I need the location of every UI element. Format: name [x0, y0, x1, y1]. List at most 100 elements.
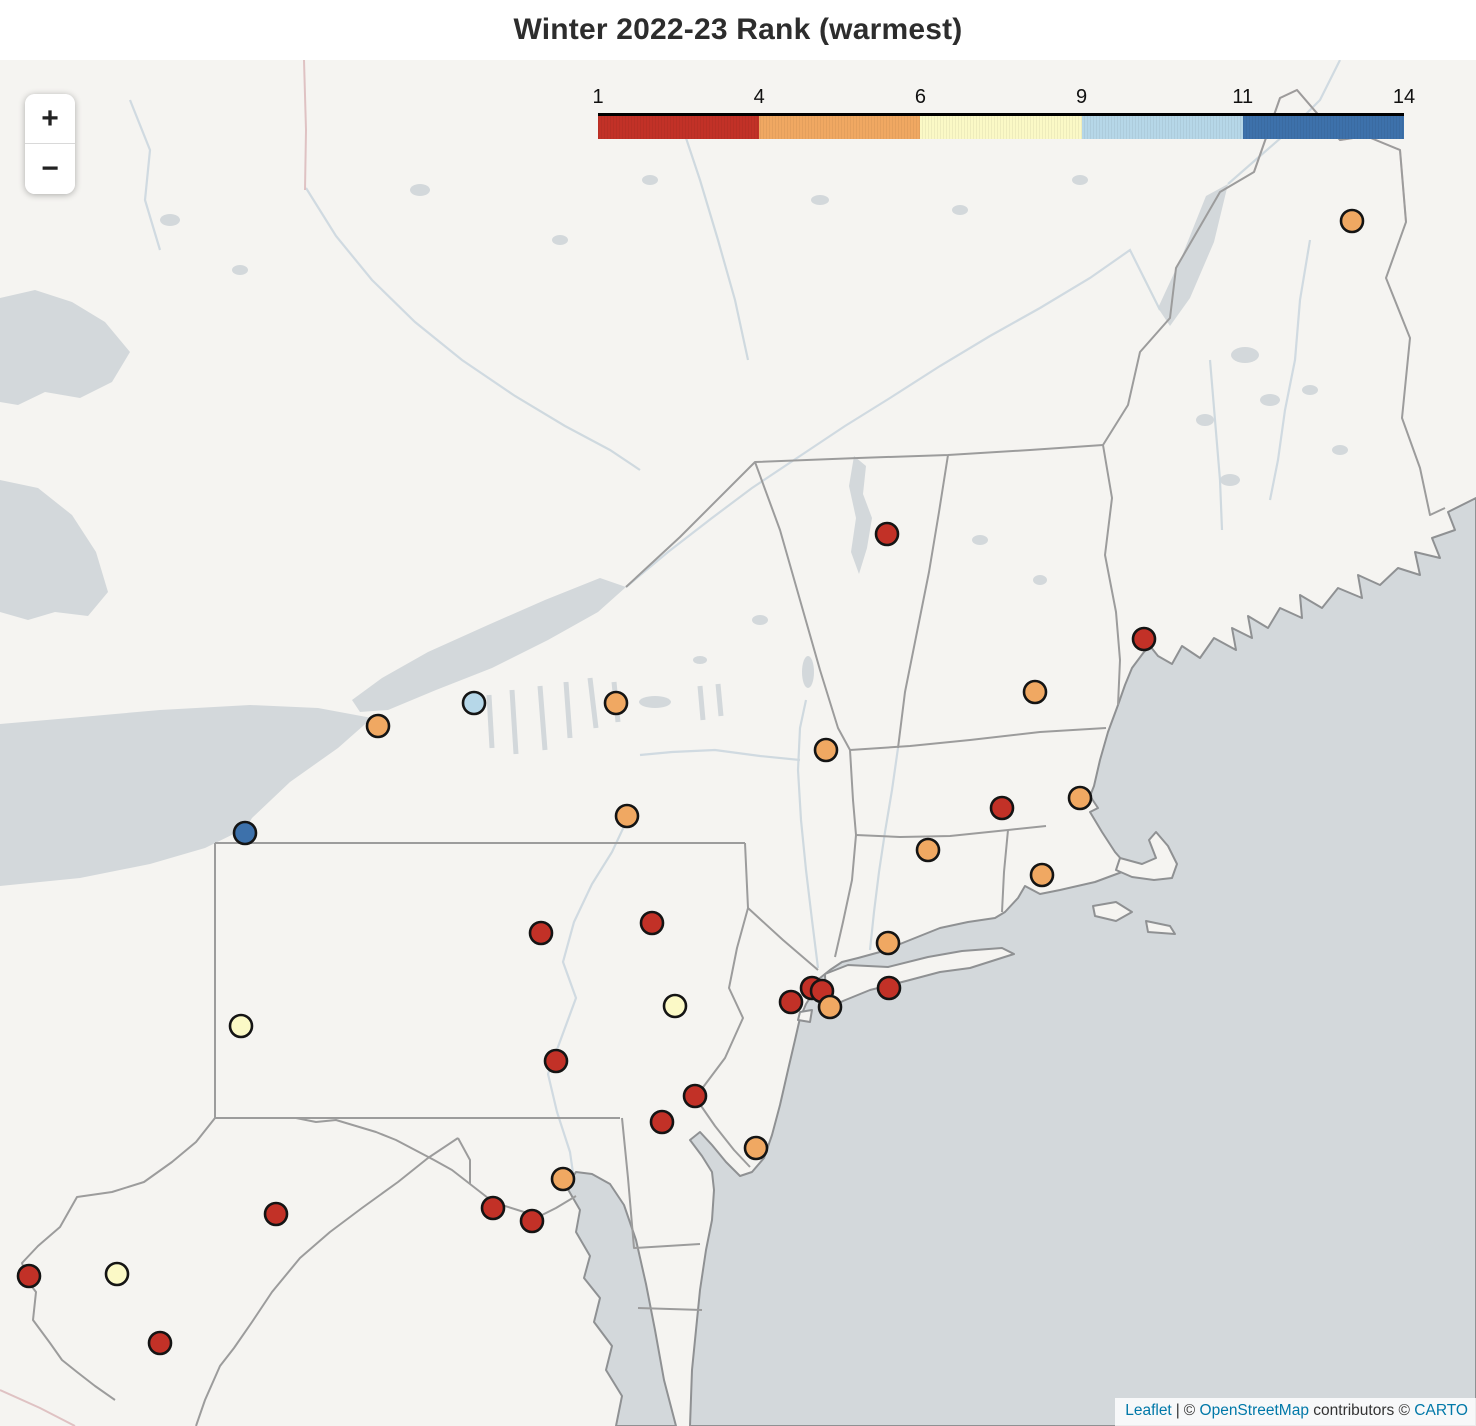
station-dot[interactable]	[874, 521, 900, 547]
lake-huron	[0, 480, 108, 620]
station-dot[interactable]	[519, 1208, 545, 1234]
basemap-svg[interactable]	[0, 60, 1476, 1426]
lake-erie	[0, 705, 372, 886]
canada-river-1	[128, 99, 162, 251]
carto-link[interactable]: CARTO	[1414, 1402, 1468, 1419]
hudson-river	[796, 699, 820, 969]
station-dot[interactable]	[813, 737, 839, 763]
border-ma-south	[855, 825, 1047, 838]
border-nh-me	[1102, 444, 1121, 706]
title-bar: Winter 2022-23 Rank (warmest)	[0, 0, 1476, 60]
border-maine-outline	[1102, 89, 1446, 516]
st-lawrence-river	[625, 248, 1161, 588]
leaflet-link[interactable]: Leaflet	[1125, 1402, 1172, 1419]
station-dot[interactable]	[16, 1263, 42, 1289]
osm-copyright-symbol: ©	[1183, 1402, 1196, 1419]
page-title: Winter 2022-23 Rank (warmest)	[513, 13, 963, 46]
susquehanna-river	[546, 819, 628, 1181]
river-layer	[128, 60, 1341, 1181]
nantucket	[1145, 920, 1176, 935]
station-dot[interactable]	[528, 920, 554, 946]
station-dot[interactable]	[1029, 862, 1055, 888]
station-dot[interactable]	[550, 1166, 576, 1192]
station-dot[interactable]	[480, 1195, 506, 1221]
border-ny-canada	[625, 444, 1104, 588]
station-dot[interactable]	[461, 690, 487, 716]
border-harpers-ferry	[457, 1137, 471, 1184]
border-ma-north	[849, 727, 1107, 751]
station-dot[interactable]	[649, 1109, 675, 1135]
lake-champlain	[849, 456, 872, 574]
station-dot[interactable]	[778, 989, 804, 1015]
long-island	[824, 947, 1015, 1011]
chesapeake-bay	[565, 1171, 677, 1426]
legend-segment	[1242, 116, 1405, 139]
map-container[interactable]: + − 1 4 6 9 11 14 Leaflet | © OpenStreetMap con…	[0, 60, 1476, 1426]
lake-ontario	[352, 578, 626, 712]
connecticut-river-lower	[868, 747, 900, 951]
border-md-va-delmarva	[637, 1307, 703, 1311]
station-dot[interactable]	[104, 1261, 130, 1287]
legend-tick: 4	[753, 86, 765, 108]
border-ri-ct	[1001, 829, 1009, 913]
legend-color-bar	[598, 113, 1405, 139]
station-dot[interactable]	[989, 795, 1015, 821]
province-border	[303, 60, 308, 191]
station-dot[interactable]	[1131, 626, 1157, 652]
station-dot[interactable]	[875, 930, 901, 956]
canada-river-2	[678, 119, 750, 361]
border-ohio-river	[21, 1117, 216, 1401]
legend-tick: 1	[592, 86, 604, 108]
station-dot[interactable]	[603, 690, 629, 716]
legend-tick: 11	[1232, 86, 1254, 108]
border-de-md	[621, 1117, 701, 1249]
station-dot[interactable]	[543, 1048, 569, 1074]
water-layer	[0, 175, 1476, 1426]
attribution-bar: Leaflet | © OpenStreetMap contributors © C…	[1115, 1398, 1476, 1426]
border-wv-va	[195, 1137, 459, 1426]
maine-river-1	[1268, 239, 1312, 501]
border-vt-nh	[897, 454, 949, 749]
station-dot[interactable]	[263, 1201, 289, 1227]
legend-segment	[1081, 116, 1243, 139]
attribution-suffix: contributors ©	[1313, 1402, 1410, 1419]
zoom-in-button[interactable]: +	[25, 94, 75, 144]
station-dots-layer	[16, 208, 1365, 1356]
mohawk-river	[639, 748, 801, 762]
small-lakes	[160, 175, 1348, 708]
marthas-vineyard	[1092, 901, 1133, 922]
station-dot[interactable]	[614, 803, 640, 829]
station-dot[interactable]	[743, 1135, 769, 1161]
station-dot[interactable]	[1339, 208, 1365, 234]
legend-segment	[920, 116, 1082, 139]
maine-river-2	[1208, 359, 1224, 531]
border-ny-nj	[747, 907, 819, 971]
cape-cod	[1115, 831, 1178, 881]
georgian-bay	[0, 290, 130, 405]
station-dot[interactable]	[232, 820, 258, 846]
station-dot[interactable]	[662, 993, 688, 1019]
rank-colorbar-legend: 1 4 6 9 11 14	[592, 86, 1415, 146]
openstreetmap-link[interactable]: OpenStreetMap	[1199, 1402, 1309, 1419]
staten-island	[797, 1009, 813, 1023]
station-dot[interactable]	[876, 975, 902, 1001]
attribution-separator: |	[1175, 1402, 1180, 1419]
station-dot[interactable]	[1067, 785, 1093, 811]
station-dot[interactable]	[915, 837, 941, 863]
ottawa-river	[305, 187, 641, 471]
legend-tick: 9	[1076, 86, 1088, 108]
station-dot[interactable]	[1022, 679, 1048, 705]
legend-tick: 14	[1392, 86, 1416, 108]
station-dot[interactable]	[682, 1083, 708, 1109]
island-layer	[797, 831, 1178, 1023]
station-dot[interactable]	[147, 1330, 173, 1356]
station-dot[interactable]	[228, 1013, 254, 1039]
station-dot[interactable]	[639, 910, 665, 936]
zoom-out-button[interactable]: −	[25, 144, 75, 194]
station-dot[interactable]	[817, 994, 843, 1020]
legend-tick: 6	[914, 86, 926, 108]
station-dot[interactable]	[365, 713, 391, 739]
lac-st-pierre	[1158, 184, 1228, 326]
pink-line-bottom-left	[0, 1389, 76, 1426]
legend-segment	[759, 116, 921, 139]
